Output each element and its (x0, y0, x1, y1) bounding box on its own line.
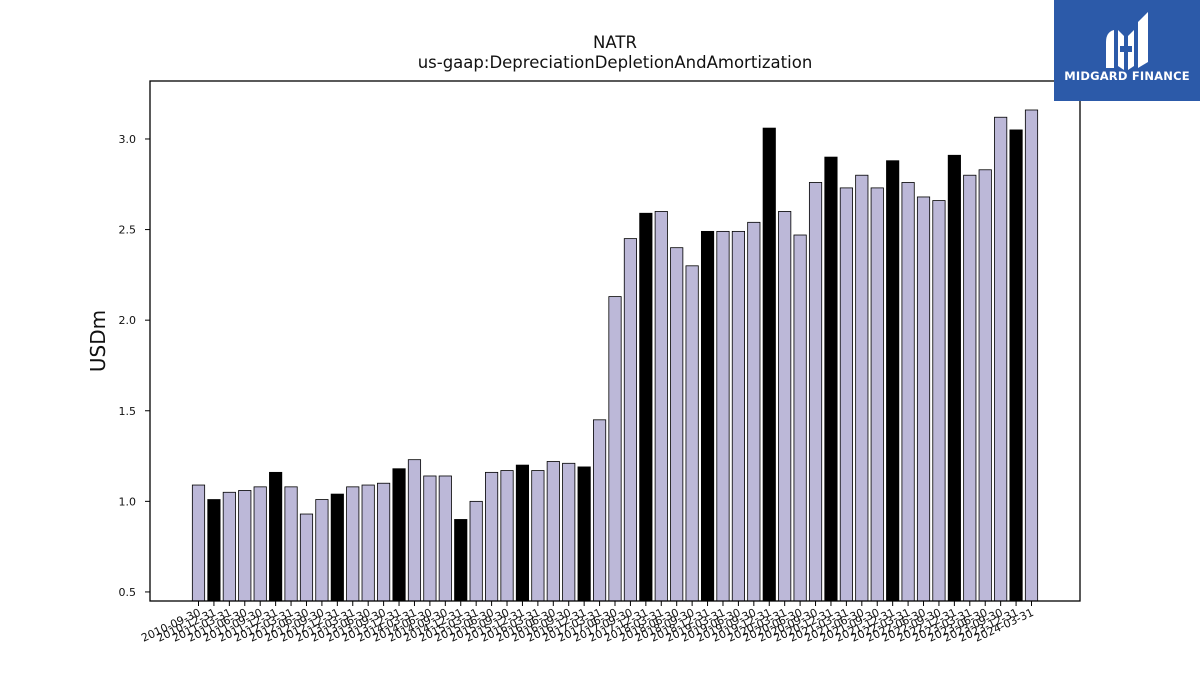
chart-title: NATR (593, 33, 637, 52)
bar-2017-12-31 (639, 212, 653, 602)
bar-2020-12-31 (824, 156, 838, 602)
bar-2023-06-30 (978, 169, 992, 602)
bar-2023-03-31 (963, 174, 977, 602)
midgard-logo-icon (1106, 12, 1148, 70)
bar-2016-12-31 (577, 466, 591, 602)
bar-2020-06-30 (793, 234, 807, 602)
bar-2016-06-30 (546, 461, 560, 602)
bar-2018-06-30 (670, 247, 684, 602)
bar-2017-09-30 (623, 238, 638, 602)
bar-2015-09-30 (500, 470, 514, 602)
bar-2020-09-30 (808, 182, 823, 602)
bar-2013-06-30 (361, 484, 375, 602)
bar-2013-12-31 (392, 468, 406, 602)
bar-2019-03-31 (716, 230, 730, 602)
bar-2012-03-31 (284, 486, 298, 602)
bar-2017-06-30 (608, 296, 622, 602)
bar-2022-09-30 (932, 200, 946, 602)
brand-logo: MIDGARD FINANCE (1054, 0, 1200, 101)
bar-2011-06-30 (238, 490, 252, 602)
bar-2016-03-31 (531, 470, 545, 602)
x-ticks: 2010-09-302010-12-312011-03-312011-06-30… (139, 601, 1036, 645)
plot-frame (149, 80, 1081, 602)
bar-2015-06-30 (485, 471, 499, 602)
chart-subtitle: us-gaap:DepreciationDepletionAndAmortiza… (418, 53, 813, 72)
bar-2018-09-30 (685, 265, 699, 602)
bar-2017-03-31 (593, 419, 607, 602)
bar-2020-03-31 (778, 211, 792, 602)
y-tick-label: 0.5 (119, 586, 137, 599)
y-tick-label: 3.0 (119, 133, 137, 146)
bar-2014-09-30 (438, 475, 452, 602)
bar-2021-06-30 (855, 174, 869, 602)
bar-2011-09-30 (253, 486, 267, 602)
y-tick-label: 2.0 (119, 314, 137, 327)
bar-2019-06-30 (731, 230, 745, 602)
bar-2021-12-31 (886, 160, 900, 602)
bar-2019-09-30 (747, 221, 761, 602)
bar-2010-09-30 (191, 484, 206, 602)
brand-name: MIDGARD FINANCE (1064, 69, 1190, 83)
bar-2011-12-31 (269, 471, 283, 602)
bar-2014-06-30 (423, 475, 437, 602)
bar-2016-09-30 (562, 462, 576, 602)
bar-2019-12-31 (762, 127, 776, 602)
bar-2018-03-31 (654, 211, 668, 602)
bar-2014-03-31 (407, 459, 422, 602)
bar-2015-12-31 (515, 464, 530, 602)
bar-2022-12-31 (947, 154, 961, 602)
bar-2012-12-31 (330, 493, 344, 602)
bar-2010-12-31 (207, 499, 221, 602)
bar-2021-03-31 (839, 187, 853, 602)
bar-2013-03-31 (346, 486, 360, 602)
bar-2018-12-31 (700, 230, 715, 602)
y-tick-label: 1.0 (119, 495, 137, 508)
bar-2023-09-30 (994, 116, 1008, 602)
bar-2022-06-30 (916, 196, 931, 602)
bar-2012-06-30 (299, 513, 314, 602)
y-tick-label: 1.5 (119, 405, 137, 418)
bar-2014-12-31 (454, 519, 468, 602)
bar-2012-09-30 (315, 499, 329, 602)
bar-2022-03-31 (901, 182, 915, 602)
bar-2011-03-31 (222, 491, 236, 602)
y-tick-label: 2.5 (119, 224, 137, 237)
y-ticks: 0.5 1.0 1.5 2.0 2.5 3.0 (119, 133, 150, 599)
y-axis-label: USDm (86, 310, 110, 372)
bar-2021-09-30 (870, 187, 884, 602)
bar-2015-03-31 (469, 500, 483, 602)
bars-group (191, 109, 1039, 602)
bar-2023-12-31 (1009, 129, 1023, 602)
bar-2024-03-31 (1024, 109, 1039, 602)
bar-2013-09-30 (377, 482, 391, 602)
